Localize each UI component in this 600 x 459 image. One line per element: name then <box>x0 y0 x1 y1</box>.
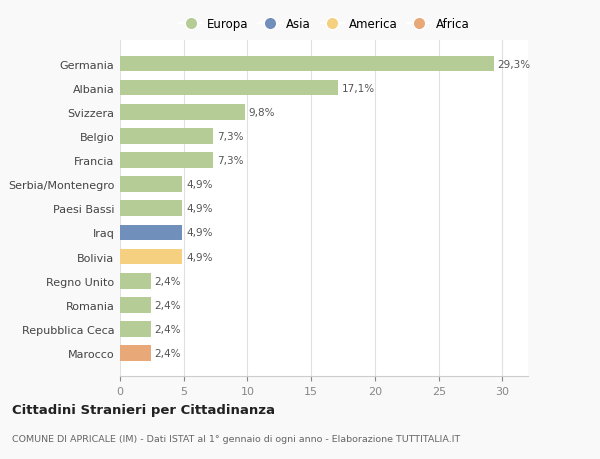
Text: 17,1%: 17,1% <box>342 84 375 94</box>
Bar <box>120 297 151 313</box>
Bar <box>120 129 213 145</box>
Bar <box>120 346 151 361</box>
Text: 2,4%: 2,4% <box>154 276 181 286</box>
Bar <box>120 249 182 265</box>
Text: 9,8%: 9,8% <box>249 107 275 118</box>
Text: 29,3%: 29,3% <box>497 59 530 69</box>
Text: 4,9%: 4,9% <box>186 252 213 262</box>
Bar <box>120 201 182 217</box>
Bar <box>120 81 338 96</box>
Bar <box>120 56 494 72</box>
Bar <box>120 321 151 337</box>
Text: 2,4%: 2,4% <box>154 324 181 334</box>
Text: 7,3%: 7,3% <box>217 132 244 141</box>
Text: 4,9%: 4,9% <box>186 180 213 190</box>
Text: 4,9%: 4,9% <box>186 204 213 214</box>
Bar <box>120 105 245 120</box>
Bar <box>120 153 213 168</box>
Text: 2,4%: 2,4% <box>154 300 181 310</box>
Bar <box>120 225 182 241</box>
Text: 4,9%: 4,9% <box>186 228 213 238</box>
Text: Cittadini Stranieri per Cittadinanza: Cittadini Stranieri per Cittadinanza <box>12 403 275 416</box>
Bar <box>120 177 182 193</box>
Text: COMUNE DI APRICALE (IM) - Dati ISTAT al 1° gennaio di ogni anno - Elaborazione T: COMUNE DI APRICALE (IM) - Dati ISTAT al … <box>12 434 460 442</box>
Legend: Europa, Asia, America, Africa: Europa, Asia, America, Africa <box>174 14 474 36</box>
Bar <box>120 273 151 289</box>
Text: 7,3%: 7,3% <box>217 156 244 166</box>
Text: 2,4%: 2,4% <box>154 348 181 358</box>
